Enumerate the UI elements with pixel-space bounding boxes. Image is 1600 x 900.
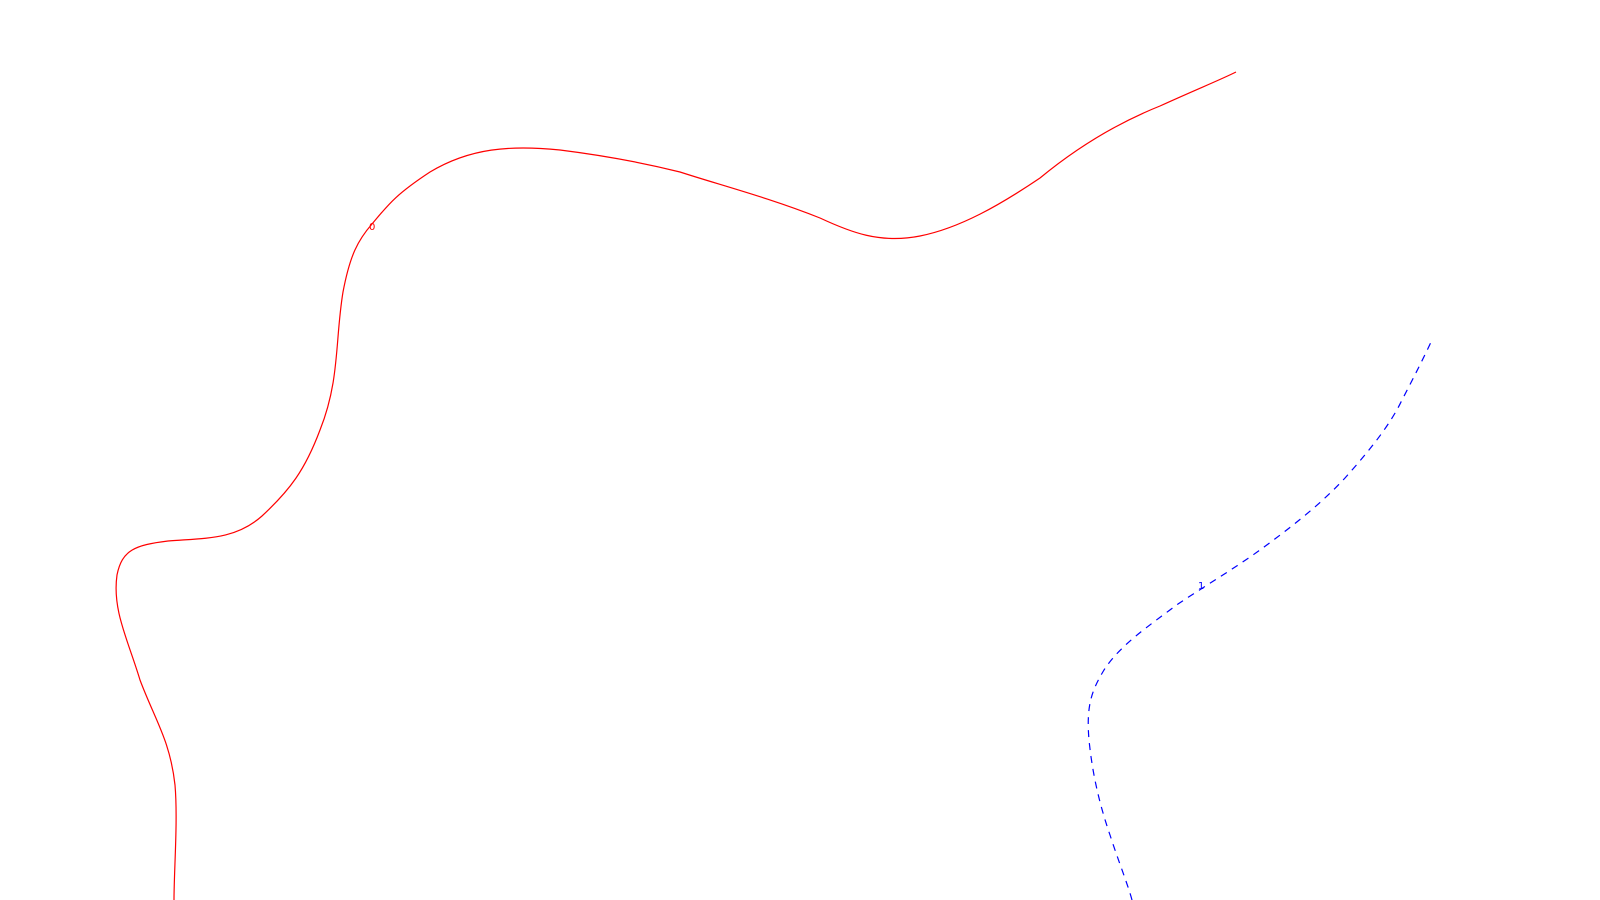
- curve-1-line: [1087, 339, 1433, 900]
- curve-1-label: 1: [1198, 581, 1204, 592]
- curve-0-line: [115, 71, 1237, 900]
- curve-0-label: 0: [369, 222, 375, 233]
